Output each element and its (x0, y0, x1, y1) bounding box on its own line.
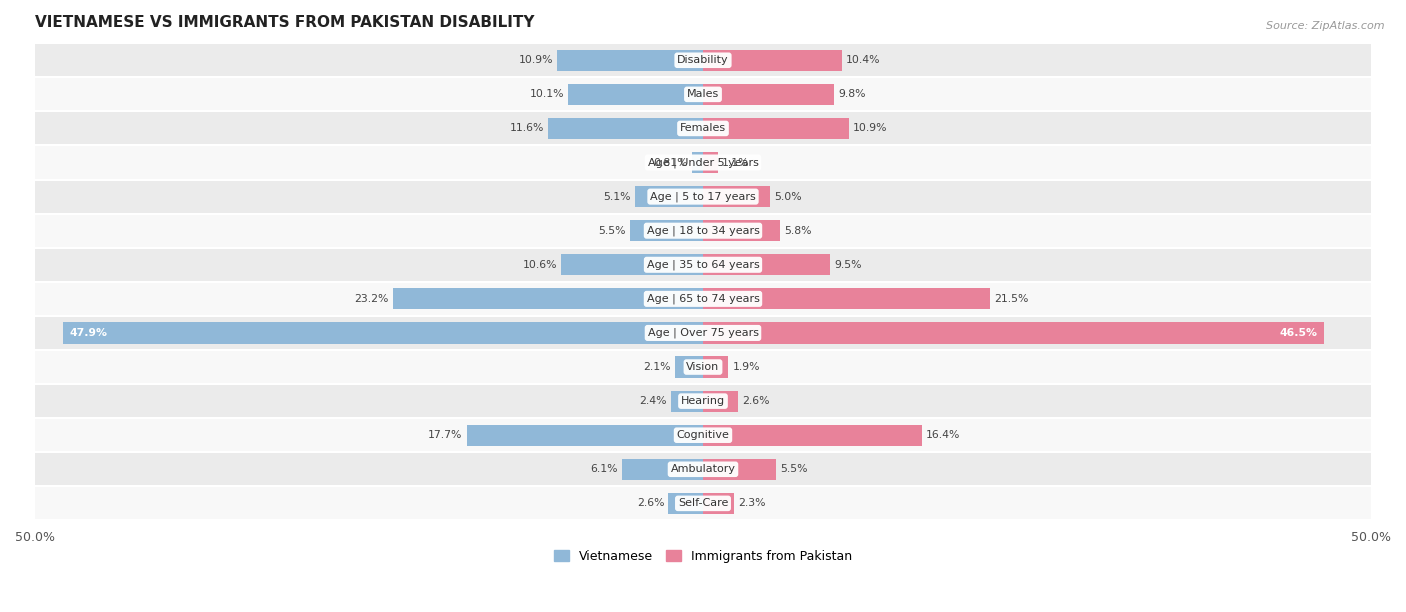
Bar (703, 356, 728, 378)
Text: Ambulatory: Ambulatory (671, 465, 735, 474)
Text: Age | Over 75 years: Age | Over 75 years (648, 327, 758, 338)
Bar (675, 356, 703, 378)
Bar (703, 493, 734, 514)
Text: Source: ZipAtlas.com: Source: ZipAtlas.com (1267, 21, 1385, 31)
Bar (703, 288, 990, 310)
Text: Age | Under 5 years: Age | Under 5 years (648, 157, 758, 168)
Text: 23.2%: 23.2% (354, 294, 389, 304)
Bar (557, 50, 703, 71)
Text: 2.6%: 2.6% (637, 498, 664, 509)
Text: Males: Males (688, 89, 718, 99)
Bar (703, 84, 834, 105)
Text: 5.0%: 5.0% (773, 192, 801, 201)
Text: Disability: Disability (678, 55, 728, 65)
Bar (703, 186, 770, 207)
Bar (394, 288, 703, 310)
Bar (692, 152, 703, 173)
Bar (703, 254, 830, 275)
Text: Age | 5 to 17 years: Age | 5 to 17 years (650, 192, 756, 202)
Text: Age | 35 to 64 years: Age | 35 to 64 years (647, 259, 759, 270)
Bar (35, 418, 1371, 452)
Bar (63, 323, 703, 343)
Text: 2.1%: 2.1% (644, 362, 671, 372)
Text: 5.8%: 5.8% (785, 226, 813, 236)
Bar (703, 323, 1324, 343)
Bar (703, 118, 849, 139)
Bar (35, 214, 1371, 248)
Text: 10.9%: 10.9% (519, 55, 554, 65)
Text: Age | 65 to 74 years: Age | 65 to 74 years (647, 294, 759, 304)
Bar (35, 248, 1371, 282)
Bar (35, 316, 1371, 350)
Bar (671, 390, 703, 412)
Text: 21.5%: 21.5% (994, 294, 1029, 304)
Bar (35, 384, 1371, 418)
Text: 2.6%: 2.6% (742, 396, 769, 406)
Text: 9.8%: 9.8% (838, 89, 866, 99)
Text: 17.7%: 17.7% (429, 430, 463, 440)
Text: 11.6%: 11.6% (509, 124, 544, 133)
Bar (668, 493, 703, 514)
Text: Cognitive: Cognitive (676, 430, 730, 440)
Text: 5.1%: 5.1% (603, 192, 631, 201)
Text: 16.4%: 16.4% (927, 430, 960, 440)
Text: 1.9%: 1.9% (733, 362, 759, 372)
Text: Females: Females (681, 124, 725, 133)
Bar (561, 254, 703, 275)
Bar (621, 459, 703, 480)
Text: Age | 18 to 34 years: Age | 18 to 34 years (647, 225, 759, 236)
Text: 5.5%: 5.5% (598, 226, 626, 236)
Bar (568, 84, 703, 105)
Bar (630, 220, 703, 241)
Text: 6.1%: 6.1% (591, 465, 617, 474)
Bar (703, 220, 780, 241)
Bar (35, 487, 1371, 520)
Text: 2.3%: 2.3% (738, 498, 765, 509)
Bar (703, 459, 776, 480)
Text: 1.1%: 1.1% (721, 157, 749, 168)
Text: 46.5%: 46.5% (1279, 328, 1317, 338)
Text: 5.5%: 5.5% (780, 465, 808, 474)
Text: 9.5%: 9.5% (834, 259, 862, 270)
Bar (35, 77, 1371, 111)
Bar (636, 186, 703, 207)
Text: 0.81%: 0.81% (654, 157, 688, 168)
Text: VIETNAMESE VS IMMIGRANTS FROM PAKISTAN DISABILITY: VIETNAMESE VS IMMIGRANTS FROM PAKISTAN D… (35, 15, 534, 30)
Bar (35, 146, 1371, 179)
Text: Self-Care: Self-Care (678, 498, 728, 509)
Bar (703, 50, 842, 71)
Bar (35, 452, 1371, 487)
Bar (35, 350, 1371, 384)
Text: 10.1%: 10.1% (530, 89, 564, 99)
Text: 47.9%: 47.9% (70, 328, 108, 338)
Bar (35, 282, 1371, 316)
Bar (467, 425, 703, 446)
Text: 10.4%: 10.4% (846, 55, 880, 65)
Bar (703, 390, 738, 412)
Text: Hearing: Hearing (681, 396, 725, 406)
Text: 10.6%: 10.6% (523, 259, 557, 270)
Bar (35, 43, 1371, 77)
Bar (703, 425, 922, 446)
Text: 2.4%: 2.4% (640, 396, 666, 406)
Bar (548, 118, 703, 139)
Legend: Vietnamese, Immigrants from Pakistan: Vietnamese, Immigrants from Pakistan (550, 545, 856, 568)
Bar (703, 152, 717, 173)
Bar (35, 179, 1371, 214)
Text: 10.9%: 10.9% (852, 124, 887, 133)
Text: Vision: Vision (686, 362, 720, 372)
Bar (35, 111, 1371, 146)
